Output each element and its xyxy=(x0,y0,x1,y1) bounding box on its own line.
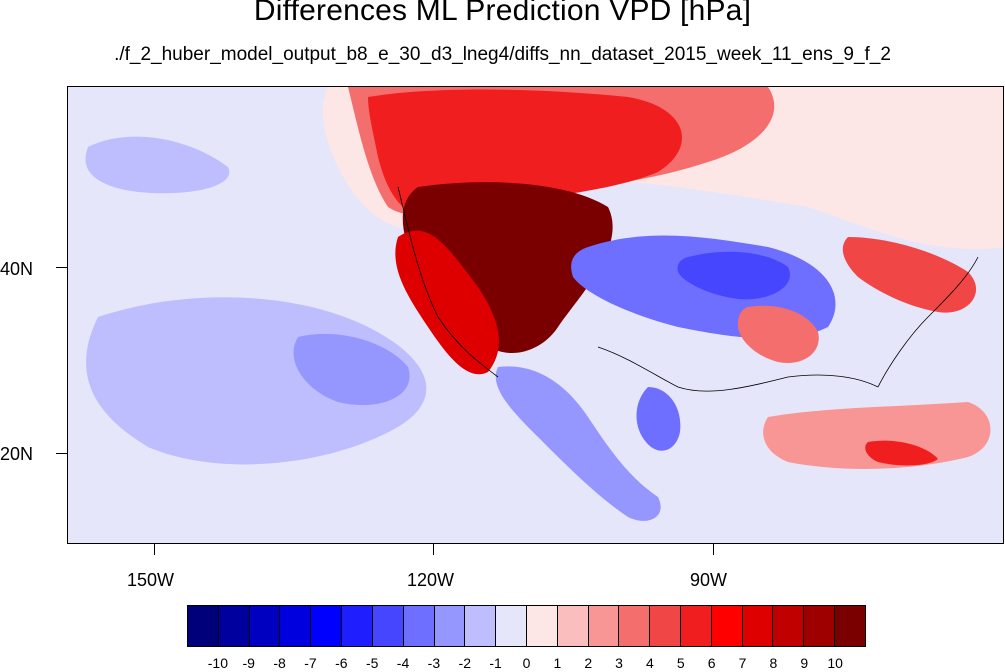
colorbar-swatch xyxy=(742,606,774,646)
colorbar-tick-label: 10 xyxy=(827,655,843,671)
colorbar-swatch xyxy=(773,606,805,646)
colorbar-swatch xyxy=(188,606,219,646)
west-us-red xyxy=(395,230,499,375)
colorbar-swatch xyxy=(804,606,836,646)
chart-title: Differences ML Prediction VPD [hPa] xyxy=(253,0,752,27)
colorbar-tick-label: -4 xyxy=(396,655,410,671)
lon-label-150w: 150W xyxy=(127,570,175,590)
colorbar-tick-label: -7 xyxy=(304,655,317,671)
colorbar-tick-label: 3 xyxy=(615,655,623,671)
colorbar-swatch xyxy=(249,606,281,646)
colorbar-swatch xyxy=(465,606,497,646)
colorbar-swatch xyxy=(434,606,466,646)
chart-subtitle: ./f_2_huber_model_output_b8_e_30_d3_lneg… xyxy=(114,44,891,65)
gulf-blue-strong xyxy=(636,387,681,451)
colorbar-swatch xyxy=(835,606,865,646)
colorbar-tick-label: 1 xyxy=(553,655,562,671)
colorbar-tick-label: 9 xyxy=(800,655,809,671)
colorbar-tick-label: 0 xyxy=(522,655,531,671)
colorbar-swatch xyxy=(311,606,343,646)
colorbar-tick-label: -8 xyxy=(273,655,286,671)
pacific-blue-patch xyxy=(85,136,230,194)
lat-label-20n: 20N xyxy=(0,444,34,464)
lon-tick-150w xyxy=(154,544,155,555)
colorbar-tick-label: -3 xyxy=(427,655,441,671)
mexico-blue xyxy=(495,366,661,521)
lat-label-40n: 40N xyxy=(0,259,34,279)
pacific-blue-strong xyxy=(293,333,410,406)
colorbar-tick-label: 8 xyxy=(769,655,778,671)
lon-label-120w: 120W xyxy=(407,570,455,590)
colorbar-swatch xyxy=(496,606,527,646)
colorbar-tick-label: 5 xyxy=(676,655,685,671)
caribbean-red xyxy=(763,402,991,469)
colorbar-swatch xyxy=(372,606,404,646)
colorbar-tick-label: 7 xyxy=(738,655,747,671)
colorbar-swatch xyxy=(403,606,435,646)
lon-tick-90w xyxy=(713,544,714,555)
east-coast-red xyxy=(842,237,977,313)
lon-label-90w: 90W xyxy=(690,570,728,590)
central-us-deep-blue xyxy=(677,251,790,300)
colorbar-swatch xyxy=(218,606,250,646)
colorbar xyxy=(187,605,866,647)
lon-tick-120w xyxy=(433,544,434,555)
colorbar-swatch xyxy=(619,606,651,646)
colorbar-tick-label: -1 xyxy=(489,655,502,671)
lat-tick-40n xyxy=(56,267,67,268)
colorbar-tick-label: 2 xyxy=(584,655,593,671)
colorbar-tick-label: -10 xyxy=(207,655,228,671)
colorbar-swatch xyxy=(588,606,620,646)
colorbar-swatch xyxy=(557,606,589,646)
coastline-sketch xyxy=(397,186,979,392)
map-panel xyxy=(67,86,1004,544)
lat-tick-20n xyxy=(56,453,67,454)
colorbar-swatch xyxy=(526,606,558,646)
colorbar-tick-label: -5 xyxy=(365,655,379,671)
colorbar-swatch xyxy=(280,606,312,646)
colorbar-swatch xyxy=(681,606,712,646)
colorbar-swatch xyxy=(650,606,681,646)
colorbar-swatch xyxy=(711,606,743,646)
colorbar-tick-label: -9 xyxy=(242,655,255,671)
vpd-difference-map xyxy=(68,87,1003,543)
caribbean-red-core xyxy=(865,440,938,466)
colorbar-tick-label: 6 xyxy=(707,655,716,671)
colorbar-tick-label: -6 xyxy=(335,655,348,671)
southeast-red xyxy=(737,305,819,363)
colorbar-tick-label: 4 xyxy=(646,655,654,671)
colorbar-swatch xyxy=(342,606,373,646)
colorbar-tick-label: -2 xyxy=(458,655,471,671)
